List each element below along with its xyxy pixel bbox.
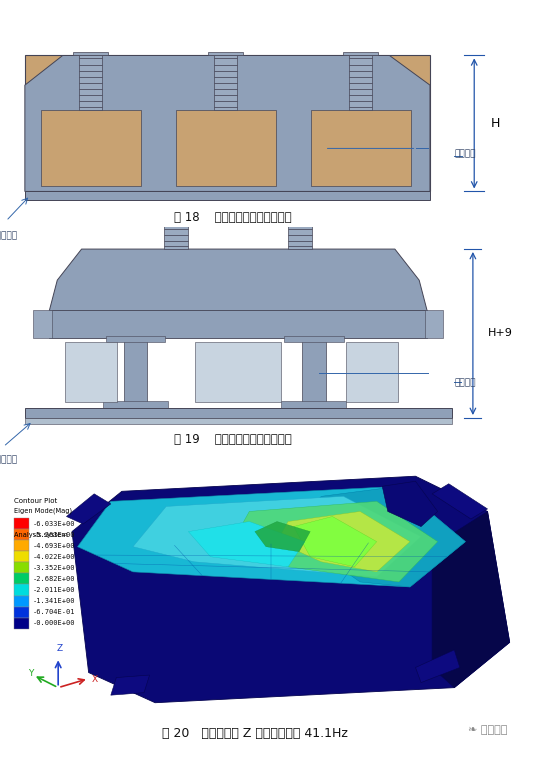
Bar	[106, 336, 165, 342]
Text: Z: Z	[57, 644, 63, 654]
Bar	[195, 342, 281, 402]
Bar	[14, 584, 29, 595]
Text: 图 19    改善后底板型腔截面图示: 图 19 改善后底板型腔截面图示	[174, 433, 291, 446]
Bar	[214, 55, 237, 110]
Polygon shape	[72, 476, 510, 703]
Text: 图 20   动力电池包 Z 方向一阶模态 41.1Hz: 图 20 动力电池包 Z 方向一阶模态 41.1Hz	[162, 727, 348, 740]
Bar	[158, 195, 194, 198]
Bar	[33, 311, 52, 338]
Bar	[79, 55, 102, 110]
Bar	[14, 618, 29, 629]
Polygon shape	[255, 521, 310, 551]
Polygon shape	[416, 650, 460, 683]
Text: t（板厚）: t（板厚）	[0, 456, 18, 464]
Text: -2.682E+00: -2.682E+00	[33, 576, 75, 582]
Text: Y: Y	[28, 669, 33, 678]
Text: t（板厚）: t（板厚）	[0, 231, 18, 240]
Text: -4.693E+00: -4.693E+00	[33, 543, 75, 549]
Bar	[73, 52, 109, 55]
Polygon shape	[288, 486, 465, 587]
Bar	[14, 607, 29, 618]
Text: H+9: H+9	[488, 328, 512, 338]
Polygon shape	[382, 481, 438, 527]
Bar	[25, 408, 452, 418]
Bar	[280, 196, 321, 199]
Text: Contour Plot: Contour Plot	[14, 498, 57, 504]
Polygon shape	[432, 511, 510, 687]
Bar	[14, 518, 29, 529]
Bar	[14, 540, 29, 551]
Bar	[302, 337, 326, 402]
Text: -3.352E+00: -3.352E+00	[33, 564, 75, 571]
Text: -2.011E+00: -2.011E+00	[33, 587, 75, 593]
Text: ❧ 电动学堂: ❧ 电动学堂	[468, 725, 507, 735]
Text: H: H	[491, 117, 500, 130]
Bar	[176, 110, 276, 186]
Polygon shape	[78, 486, 465, 587]
Text: Eigen Mode(Mag): Eigen Mode(Mag)	[14, 508, 72, 514]
Bar	[25, 55, 430, 191]
Polygon shape	[25, 55, 430, 191]
Bar	[346, 342, 398, 402]
Bar	[103, 401, 168, 409]
Text: -5.363E+00: -5.363E+00	[33, 531, 75, 538]
Text: -4.022E+00: -4.022E+00	[33, 554, 75, 560]
Text: 铝桥型腔: 铝桥型腔	[454, 378, 476, 387]
Bar	[65, 342, 117, 402]
Text: -6.704E-01: -6.704E-01	[33, 609, 75, 615]
Text: Analysis system: Analysis system	[14, 531, 68, 538]
Bar	[14, 529, 29, 540]
Bar	[208, 52, 243, 55]
Polygon shape	[294, 517, 377, 567]
Bar	[49, 311, 427, 338]
Bar	[41, 110, 141, 186]
Bar	[424, 311, 444, 338]
Bar	[14, 562, 29, 574]
Polygon shape	[66, 494, 111, 524]
Polygon shape	[432, 484, 488, 519]
Polygon shape	[233, 501, 438, 582]
Bar	[14, 551, 29, 562]
Bar	[25, 191, 430, 200]
Bar	[14, 595, 29, 607]
Polygon shape	[111, 675, 150, 695]
Text: X: X	[91, 674, 98, 684]
Text: -6.033E+00: -6.033E+00	[33, 521, 75, 527]
Bar	[343, 52, 378, 55]
Bar	[350, 55, 372, 110]
Polygon shape	[49, 249, 427, 311]
Bar	[289, 198, 312, 249]
Polygon shape	[277, 511, 410, 572]
Bar	[282, 195, 319, 198]
Bar	[124, 337, 147, 402]
Polygon shape	[133, 496, 421, 577]
Text: 铝桥型腔: 铝桥型腔	[454, 149, 476, 158]
Bar	[164, 198, 188, 249]
Bar	[156, 196, 197, 199]
Polygon shape	[188, 521, 305, 567]
Text: -1.341E+00: -1.341E+00	[33, 598, 75, 604]
Text: 图 18    改善前底板型腔截面图示: 图 18 改善前底板型腔截面图示	[174, 211, 291, 224]
Bar	[281, 401, 346, 409]
Text: -0.000E+00: -0.000E+00	[33, 620, 75, 626]
Bar	[284, 336, 343, 342]
Bar	[14, 574, 29, 584]
Bar	[25, 418, 452, 424]
Bar	[311, 110, 411, 186]
